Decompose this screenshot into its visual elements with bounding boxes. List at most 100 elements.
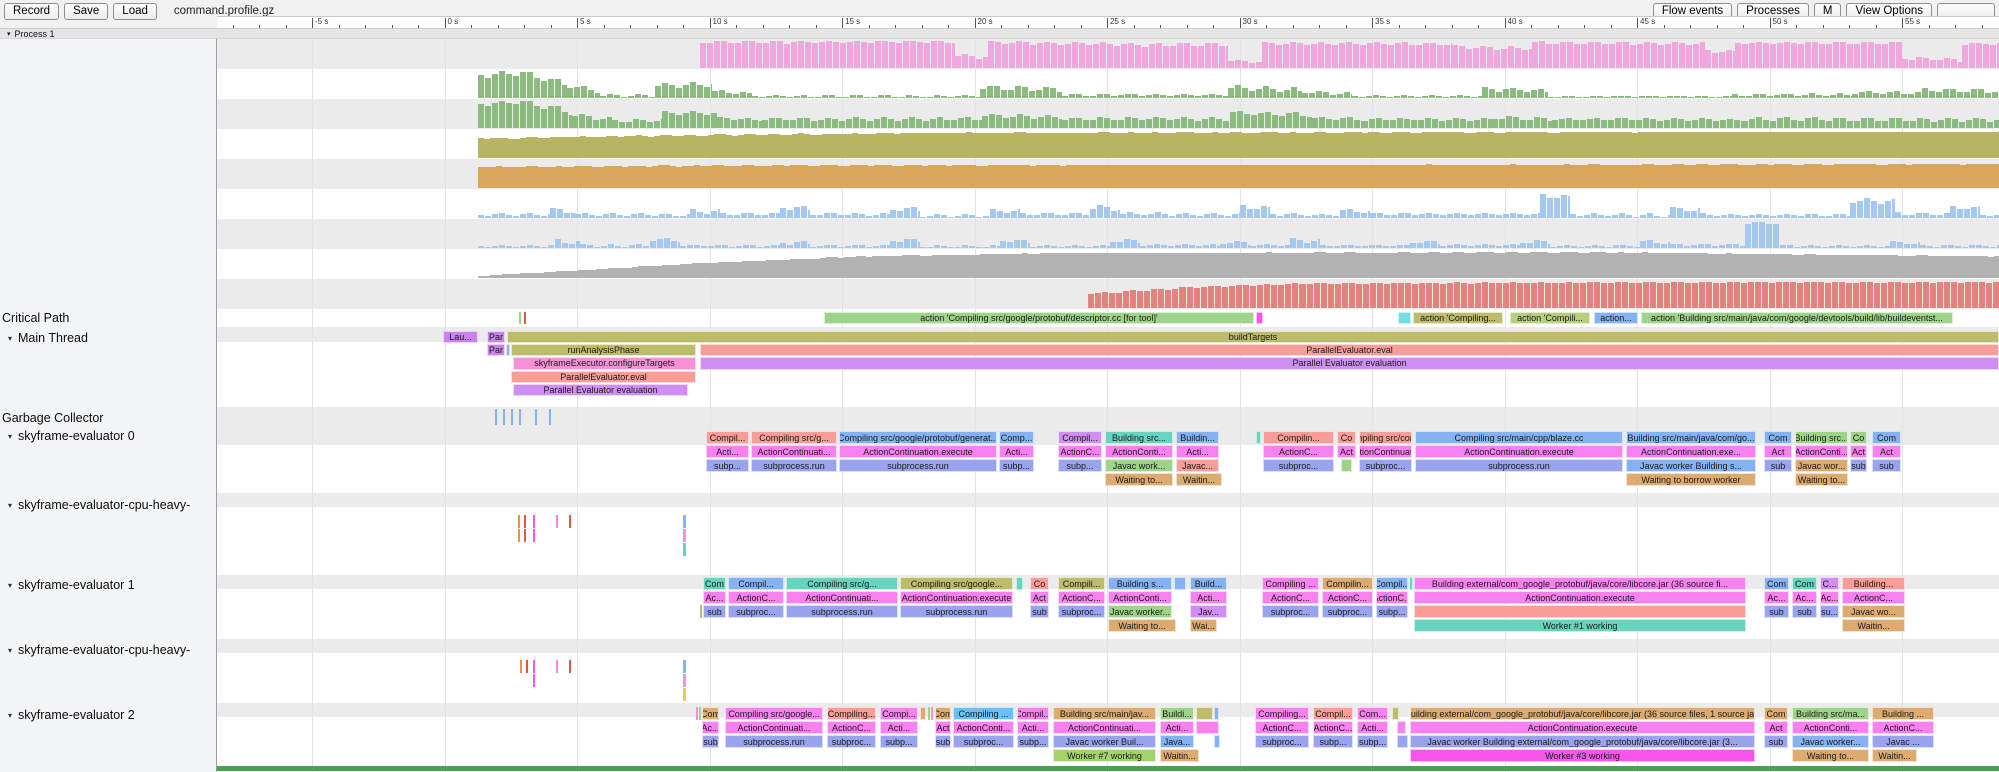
flame-span[interactable]: action 'Compiling src/google/protobuf/de…	[824, 312, 1254, 324]
flame-span[interactable]	[506, 344, 510, 357]
track-label-main-thread[interactable]: ▾ Main Thread	[4, 331, 88, 345]
flame-span[interactable]	[931, 707, 933, 720]
flame-span[interactable]: Compiling src/google...	[900, 577, 1013, 590]
flame-span[interactable]: Compiling ...	[953, 707, 1014, 720]
flame-span[interactable]	[683, 674, 686, 687]
flame-span[interactable]: sub	[1764, 605, 1789, 618]
flame-span[interactable]: ActionContinuation.execute	[1410, 721, 1755, 734]
flame-span[interactable]: ActionConti...	[953, 721, 1014, 734]
flame-span[interactable]	[533, 660, 535, 673]
flame-span[interactable]: Co	[1850, 431, 1867, 444]
flame-span[interactable]: Javac worker Buil...	[1053, 735, 1156, 748]
flame-span[interactable]	[1196, 721, 1219, 734]
track-label-skyframe-evaluator-1[interactable]: ▾ skyframe-evaluator 1	[4, 578, 135, 592]
collapse-arrow-icon[interactable]: ▾	[7, 30, 11, 38]
flame-span[interactable]: ActionContinuation.exe...	[1626, 445, 1756, 458]
collapse-arrow-icon[interactable]: ▾	[8, 580, 13, 590]
flame-span[interactable]	[1398, 312, 1411, 324]
flame-span[interactable]: Co	[1030, 577, 1049, 590]
flame-span[interactable]: Waiting to...	[1792, 749, 1869, 762]
flame-span[interactable]: ActionContinuati...	[1359, 445, 1412, 458]
flame-span[interactable]	[511, 409, 513, 425]
flame-span[interactable]	[519, 409, 521, 425]
flame-span[interactable]	[533, 674, 535, 687]
flame-span[interactable]: Com	[1792, 577, 1817, 590]
flame-span[interactable]: Compili...	[1058, 577, 1105, 590]
flame-span[interactable]: Waiting to...	[1108, 619, 1176, 632]
flame-span[interactable]: subproc...	[728, 605, 784, 618]
flame-span[interactable]: Compilin...	[1263, 431, 1334, 444]
flame-span[interactable]: Java...	[1160, 735, 1194, 748]
flame-span[interactable]: Worker #3 working	[1410, 749, 1755, 762]
flame-span[interactable]: Lau...	[443, 331, 478, 344]
flame-span[interactable]: subp...	[1017, 735, 1049, 748]
flame-span[interactable]: Building s...	[1108, 577, 1172, 590]
flame-span[interactable]: Act	[1872, 445, 1901, 458]
flame-span[interactable]: Javac work...	[1105, 459, 1173, 472]
flame-span[interactable]	[1256, 431, 1261, 444]
flame-span[interactable]: Javac worker...	[1108, 605, 1172, 618]
flame-span[interactable]	[1016, 577, 1023, 590]
flame-span[interactable]: ActionC...	[1842, 591, 1905, 604]
flame-span[interactable]: Com	[703, 577, 726, 590]
track-label-garbage-collector[interactable]: Garbage Collector	[2, 411, 103, 425]
flame-span[interactable]: skyframeExecutor.configureTargets	[513, 357, 696, 370]
flame-span[interactable]: ActionContinuation.execute	[1415, 445, 1623, 458]
flame-span[interactable]: subproc...	[1263, 459, 1334, 472]
flame-span[interactable]	[700, 605, 702, 618]
flame-span[interactable]: subproc...	[1359, 459, 1412, 472]
flame-span[interactable]	[1214, 707, 1219, 720]
flame-span[interactable]	[683, 660, 686, 673]
flame-span[interactable]: subproc...	[1058, 605, 1105, 618]
track-label-skyframe-evaluator-cpu-heavy-a[interactable]: ▾ skyframe-evaluator-cpu-heavy-	[4, 498, 190, 512]
collapse-arrow-icon[interactable]: ▾	[8, 710, 13, 720]
flame-span[interactable]: C...	[1820, 577, 1839, 590]
flame-span[interactable]: ActionC...	[1263, 445, 1334, 458]
flame-span[interactable]: Wai...	[1190, 619, 1217, 632]
flame-span[interactable]: Acti...	[999, 445, 1034, 458]
flame-span[interactable]: Waiting to...	[1105, 473, 1173, 486]
flame-span[interactable]: ActionC...	[1322, 591, 1373, 604]
flame-span[interactable]: Waitin...	[1842, 619, 1905, 632]
flame-span[interactable]: Javac wor...	[1795, 459, 1848, 472]
flame-span[interactable]: Ac...	[703, 591, 726, 604]
flame-span[interactable]	[1214, 735, 1220, 748]
flame-span[interactable]: Compil...	[706, 431, 749, 444]
flame-span[interactable]: Compil...	[1017, 707, 1049, 720]
flame-span[interactable]: Javac...	[1176, 459, 1219, 472]
flame-span[interactable]: action...	[1594, 312, 1638, 324]
collapse-arrow-icon[interactable]: ▾	[8, 645, 13, 655]
flame-span[interactable]	[556, 660, 558, 673]
flame-span[interactable]: subp...	[1058, 459, 1102, 472]
flame-span[interactable]: subproc...	[1262, 605, 1319, 618]
flame-span[interactable]: ActionContinuation.execute	[1414, 591, 1746, 604]
track-label-skyframe-evaluator-2[interactable]: ▾ skyframe-evaluator 2	[4, 708, 135, 722]
flame-span[interactable]: subp...	[1376, 605, 1408, 618]
flame-span[interactable]: Compiling...	[827, 707, 876, 720]
flame-span[interactable]: Com	[702, 707, 719, 720]
flame-span[interactable]: Compiling ...	[1262, 577, 1319, 590]
track-label-skyframe-evaluator-cpu-heavy-b[interactable]: ▾ skyframe-evaluator-cpu-heavy-	[4, 643, 190, 657]
flame-span[interactable]: ActionConti...	[1105, 445, 1173, 458]
collapse-arrow-icon[interactable]: ▾	[8, 333, 13, 343]
flame-span[interactable]: Acti...	[1017, 721, 1049, 734]
flame-span[interactable]: Com	[1764, 577, 1789, 590]
toolbar-button-record[interactable]: Record	[4, 3, 60, 20]
flame-span[interactable]: Act	[1764, 721, 1788, 734]
flame-span[interactable]: Jav...	[1190, 605, 1227, 618]
flame-span[interactable]	[520, 660, 522, 673]
flame-span[interactable]: subprocess.run	[900, 605, 1013, 618]
flame-span[interactable]	[1256, 312, 1263, 324]
flame-span[interactable]: Compiling src/core/...	[1359, 431, 1412, 444]
flame-span[interactable]	[569, 660, 571, 673]
flame-span[interactable]: Com	[935, 707, 951, 720]
flame-span[interactable]: Building external/com_google_protobuf/ja…	[1410, 707, 1755, 720]
flame-span[interactable]: ActionC...	[1058, 445, 1102, 458]
flame-span[interactable]	[519, 312, 521, 324]
flame-span[interactable]: Building ...	[1872, 707, 1934, 720]
flame-span[interactable]: Building src...	[1795, 431, 1848, 444]
flame-span[interactable]: ActionContinuati...	[786, 591, 898, 604]
flame-span[interactable]: Buildi...	[1160, 707, 1194, 720]
flame-span[interactable]	[928, 707, 930, 720]
